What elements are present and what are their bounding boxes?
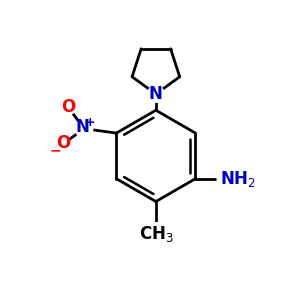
Circle shape (59, 98, 76, 115)
Text: +: + (85, 116, 95, 129)
Text: N: N (76, 118, 89, 136)
Text: O: O (56, 134, 70, 152)
Text: O: O (61, 98, 75, 116)
Text: NH$_2$: NH$_2$ (220, 169, 256, 189)
Circle shape (148, 86, 164, 102)
Text: −: − (50, 144, 61, 158)
Text: CH$_3$: CH$_3$ (139, 224, 173, 244)
Text: N: N (149, 85, 163, 103)
Circle shape (54, 136, 70, 153)
Circle shape (75, 120, 93, 137)
